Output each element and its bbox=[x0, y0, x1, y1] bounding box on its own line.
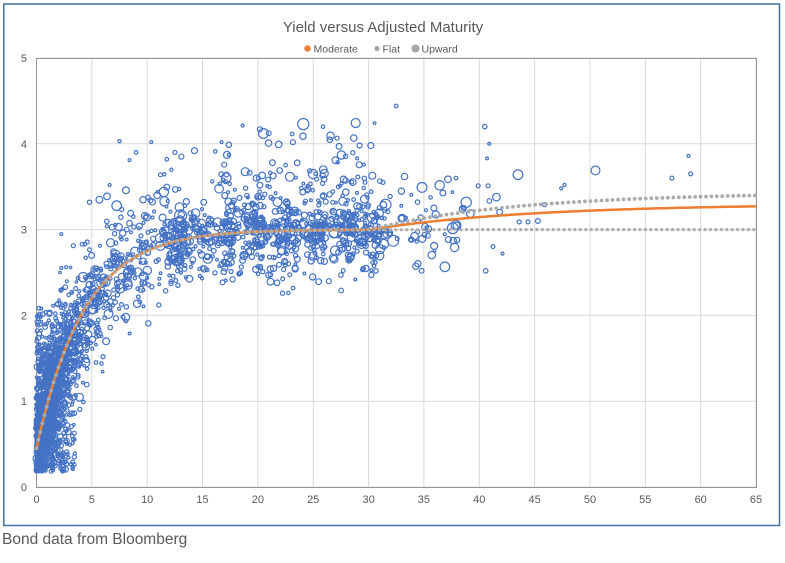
svg-text:15: 15 bbox=[196, 494, 208, 506]
svg-text:30: 30 bbox=[362, 494, 374, 506]
svg-text:4: 4 bbox=[21, 139, 27, 151]
svg-text:5: 5 bbox=[89, 494, 95, 506]
svg-text:5: 5 bbox=[21, 53, 27, 65]
svg-text:50: 50 bbox=[584, 494, 596, 506]
svg-text:Yield versus Adjusted Maturity: Yield versus Adjusted Maturity bbox=[283, 19, 484, 36]
svg-text:65: 65 bbox=[750, 494, 762, 506]
svg-text:35: 35 bbox=[418, 494, 430, 506]
svg-text:Moderate: Moderate bbox=[314, 44, 359, 56]
svg-text:25: 25 bbox=[307, 494, 319, 506]
svg-text:Upward: Upward bbox=[422, 44, 458, 56]
svg-text:60: 60 bbox=[695, 494, 707, 506]
svg-text:0: 0 bbox=[21, 482, 27, 494]
svg-text:2: 2 bbox=[21, 310, 27, 322]
svg-text:40: 40 bbox=[473, 494, 485, 506]
svg-text:Flat: Flat bbox=[383, 44, 401, 56]
svg-text:10: 10 bbox=[141, 494, 153, 506]
svg-text:1: 1 bbox=[21, 396, 27, 408]
svg-text:3: 3 bbox=[21, 225, 27, 237]
svg-text:45: 45 bbox=[528, 494, 540, 506]
svg-text:0: 0 bbox=[33, 494, 39, 506]
svg-text:20: 20 bbox=[252, 494, 264, 506]
svg-text:55: 55 bbox=[639, 494, 651, 506]
